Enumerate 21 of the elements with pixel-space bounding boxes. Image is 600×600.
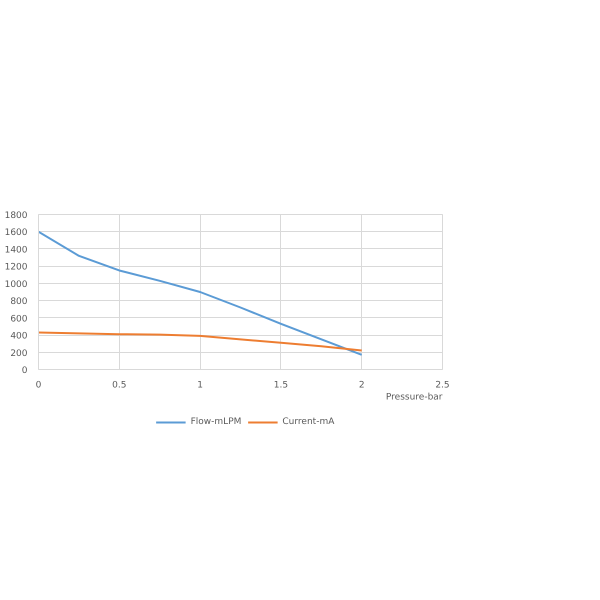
x-axis-title: Pressure-bar [386,392,443,402]
line-series [38,230,363,356]
y-tick-label: 1200 [4,262,28,273]
y-tick-label: 1800 [4,211,28,221]
y-tick-label: 400 [10,332,28,342]
x-tick-label: 2.5 [435,380,450,390]
y-tick-label: 1000 [4,280,28,290]
line-series [38,331,363,352]
y-tick-label: 1400 [4,245,28,256]
y-tick-label: 0 [22,366,28,376]
x-tick-label: 0 [36,380,42,390]
y-tick-label: 200 [10,348,28,359]
x-tick-label: 0.5 [112,380,126,390]
y-tick-label: 600 [10,314,28,324]
legend-label: Flow-mLPM [190,417,242,427]
x-tick-label: 1.5 [274,380,288,390]
x-tick-label: 2 [358,380,365,390]
legend-label: Current-mA [282,417,334,427]
y-tick-label: 800 [10,297,28,308]
y-tick-label: 1600 [4,228,28,238]
x-tick-label: 1 [197,380,203,390]
